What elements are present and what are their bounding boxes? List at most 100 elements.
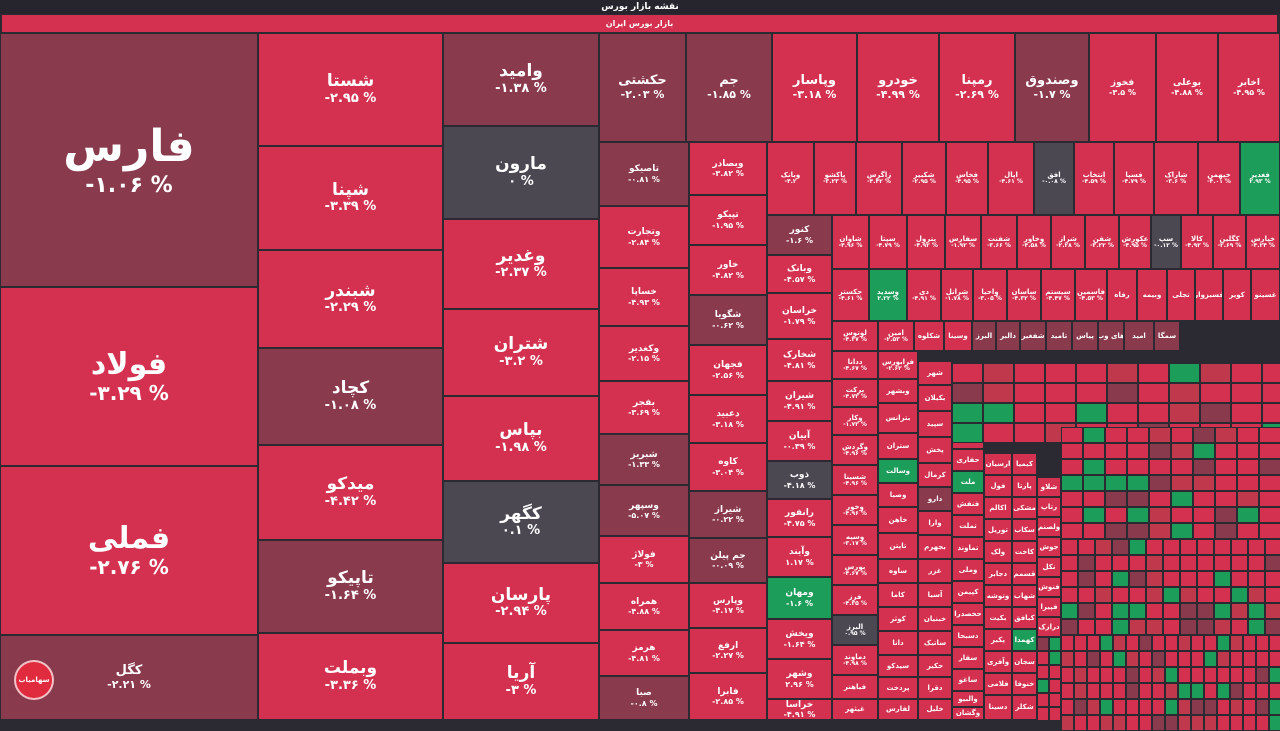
stock-tile[interactable]: دسینا — [984, 695, 1012, 720]
stock-tile-mini[interactable] — [1165, 683, 1178, 699]
stock-tile[interactable]: دماوند -۴.۹۸ % — [832, 645, 878, 675]
stock-tile-mini[interactable] — [1163, 555, 1180, 571]
stock-tile-mini[interactable] — [1262, 363, 1280, 383]
stock-tile[interactable]: شکلوه — [914, 321, 944, 351]
stock-tile-mini[interactable] — [1061, 587, 1078, 603]
stock-tile-mini[interactable] — [1269, 667, 1280, 683]
stock-tile[interactable]: ساوه — [878, 559, 918, 583]
stock-tile-mini[interactable] — [1112, 619, 1129, 635]
stock-tile-mini[interactable] — [1061, 523, 1083, 539]
stock-tile[interactable]: شپنا -۳.۳۹ % — [258, 146, 443, 250]
stock-tile-mini[interactable] — [1178, 667, 1191, 683]
stock-tile-mini[interactable] — [1061, 491, 1083, 507]
stock-tile-mini[interactable] — [1061, 651, 1074, 667]
stock-tile-mini[interactable] — [1215, 427, 1237, 443]
stock-tile-mini[interactable] — [1095, 571, 1112, 587]
stock-tile-mini[interactable] — [1112, 603, 1129, 619]
stock-tile-mini[interactable] — [1049, 637, 1061, 651]
stock-tile-mini[interactable] — [1100, 635, 1113, 651]
stock-tile[interactable]: وگشان — [952, 707, 984, 720]
stock-tile-mini[interactable] — [1045, 383, 1076, 403]
stock-tile-mini[interactable] — [1129, 539, 1146, 555]
stock-tile-mini[interactable] — [1074, 635, 1087, 651]
stock-tile-mini[interactable] — [1127, 427, 1149, 443]
stock-tile[interactable]: خراسان -۱.۷۹ % — [767, 293, 832, 339]
stock-tile[interactable]: خنوفا — [1012, 673, 1037, 695]
stock-tile-mini[interactable] — [1269, 715, 1280, 731]
stock-tile[interactable]: وبیمه — [1137, 269, 1167, 321]
stock-tile[interactable]: شکبیر -۲.۹۵ % — [902, 142, 946, 215]
stock-tile[interactable]: فپیرا — [1037, 597, 1061, 617]
stock-tile-mini[interactable] — [1243, 699, 1256, 715]
stock-tile-mini[interactable] — [1169, 363, 1200, 383]
stock-tile[interactable]: پردخت — [878, 677, 918, 699]
stock-tile-mini[interactable] — [1045, 403, 1076, 423]
stock-tile-mini[interactable] — [1149, 459, 1171, 475]
stock-tile-mini[interactable] — [952, 363, 983, 383]
stock-tile[interactable]: فرابورس -۲.۶۲ % — [878, 351, 918, 379]
stock-tile[interactable]: تماوند — [952, 537, 984, 559]
stock-tile[interactable]: خودرو -۴.۹۹ % — [857, 33, 939, 142]
stock-tile[interactable]: دعبید -۳.۱۸ % — [689, 395, 767, 443]
stock-tile[interactable]: همراه -۴.۸۸ % — [599, 583, 689, 630]
stock-tile[interactable]: هرمز -۴.۸۱ % — [599, 630, 689, 676]
stock-tile-mini[interactable] — [1061, 619, 1078, 635]
stock-tile-mini[interactable] — [1191, 651, 1204, 667]
stock-tile-mini[interactable] — [1237, 491, 1259, 507]
stock-tile[interactable]: کاخت — [1012, 541, 1037, 563]
stock-tile-mini[interactable] — [1126, 699, 1139, 715]
stock-tile-mini[interactable] — [1171, 443, 1193, 459]
stock-tile[interactable]: بپاس -۱.۹۸ % — [443, 396, 599, 481]
stock-tile[interactable]: وپارس -۴.۱۷ % — [689, 583, 767, 628]
stock-tile-mini[interactable] — [1163, 539, 1180, 555]
stock-tile[interactable]: غسینو — [1251, 269, 1280, 321]
stock-tile-mini[interactable] — [1078, 619, 1095, 635]
stock-tile[interactable]: وآیند ۱.۱۷ % — [767, 537, 832, 577]
stock-tile-mini[interactable] — [1180, 603, 1197, 619]
stock-tile-mini[interactable] — [1193, 507, 1215, 523]
stock-tile[interactable]: کویر — [1223, 269, 1251, 321]
stock-tile-mini[interactable] — [1200, 363, 1231, 383]
stock-tile-mini[interactable] — [1256, 667, 1269, 683]
stock-tile[interactable]: وسینا — [944, 321, 972, 351]
stock-tile[interactable]: وبملت -۳.۳۶ % — [258, 633, 443, 720]
stock-tile[interactable]: قسمم — [1012, 563, 1037, 585]
stock-tile-mini[interactable] — [1200, 383, 1231, 403]
stock-tile-mini[interactable] — [1146, 619, 1163, 635]
stock-tile-mini[interactable] — [1078, 539, 1095, 555]
stock-tile[interactable]: شتران -۳.۲ % — [443, 309, 599, 396]
stock-tile[interactable]: کاوه -۳.۰۴ % — [689, 443, 767, 491]
stock-tile-mini[interactable] — [1269, 683, 1280, 699]
stock-tile-mini[interactable] — [1146, 539, 1163, 555]
stock-tile-mini[interactable] — [1061, 443, 1083, 459]
stock-tile-mini[interactable] — [1061, 475, 1083, 491]
stock-tile-mini[interactable] — [1243, 715, 1256, 731]
stock-tile-mini[interactable] — [1231, 363, 1262, 383]
stock-tile[interactable]: شفن -۳.۲۲ % — [1085, 215, 1119, 269]
stock-tile-mini[interactable] — [1061, 635, 1074, 651]
stock-tile-mini[interactable] — [1214, 555, 1231, 571]
stock-tile-mini[interactable] — [1197, 619, 1214, 635]
stock-tile-mini[interactable] — [1100, 683, 1113, 699]
stock-tile-mini[interactable] — [1256, 683, 1269, 699]
stock-tile-mini[interactable] — [1231, 555, 1248, 571]
stock-tile[interactable]: کبافق — [1012, 607, 1037, 629]
stock-tile-mini[interactable] — [1248, 587, 1265, 603]
stock-tile[interactable]: کگلین -۲.۶۹ % — [1213, 215, 1246, 269]
stock-tile[interactable]: سپتا -۴.۷۹ % — [869, 215, 907, 269]
stock-tile[interactable]: تپیکو -۱.۹۵ % — [689, 195, 767, 245]
stock-tile-mini[interactable] — [1163, 603, 1180, 619]
stock-tile-mini[interactable] — [1112, 539, 1129, 555]
stock-tile-mini[interactable] — [1197, 539, 1214, 555]
stock-tile-mini[interactable] — [1193, 459, 1215, 475]
stock-tile[interactable]: کالا -۴.۹۲ % — [1181, 215, 1213, 269]
stock-tile-mini[interactable] — [1256, 635, 1269, 651]
stock-tile[interactable]: مشکی — [1012, 497, 1037, 519]
stock-tile-mini[interactable] — [1014, 403, 1045, 423]
stock-tile[interactable]: شکلر — [1012, 695, 1037, 720]
stock-tile[interactable]: حکشتی -۲.۰۳ % — [599, 33, 686, 142]
stock-tile-mini[interactable] — [1169, 403, 1200, 423]
stock-tile[interactable]: وخور -۴.۹۶ % — [832, 495, 878, 525]
stock-tile-mini[interactable] — [1107, 383, 1138, 403]
stock-tile[interactable]: سفار — [952, 647, 984, 669]
